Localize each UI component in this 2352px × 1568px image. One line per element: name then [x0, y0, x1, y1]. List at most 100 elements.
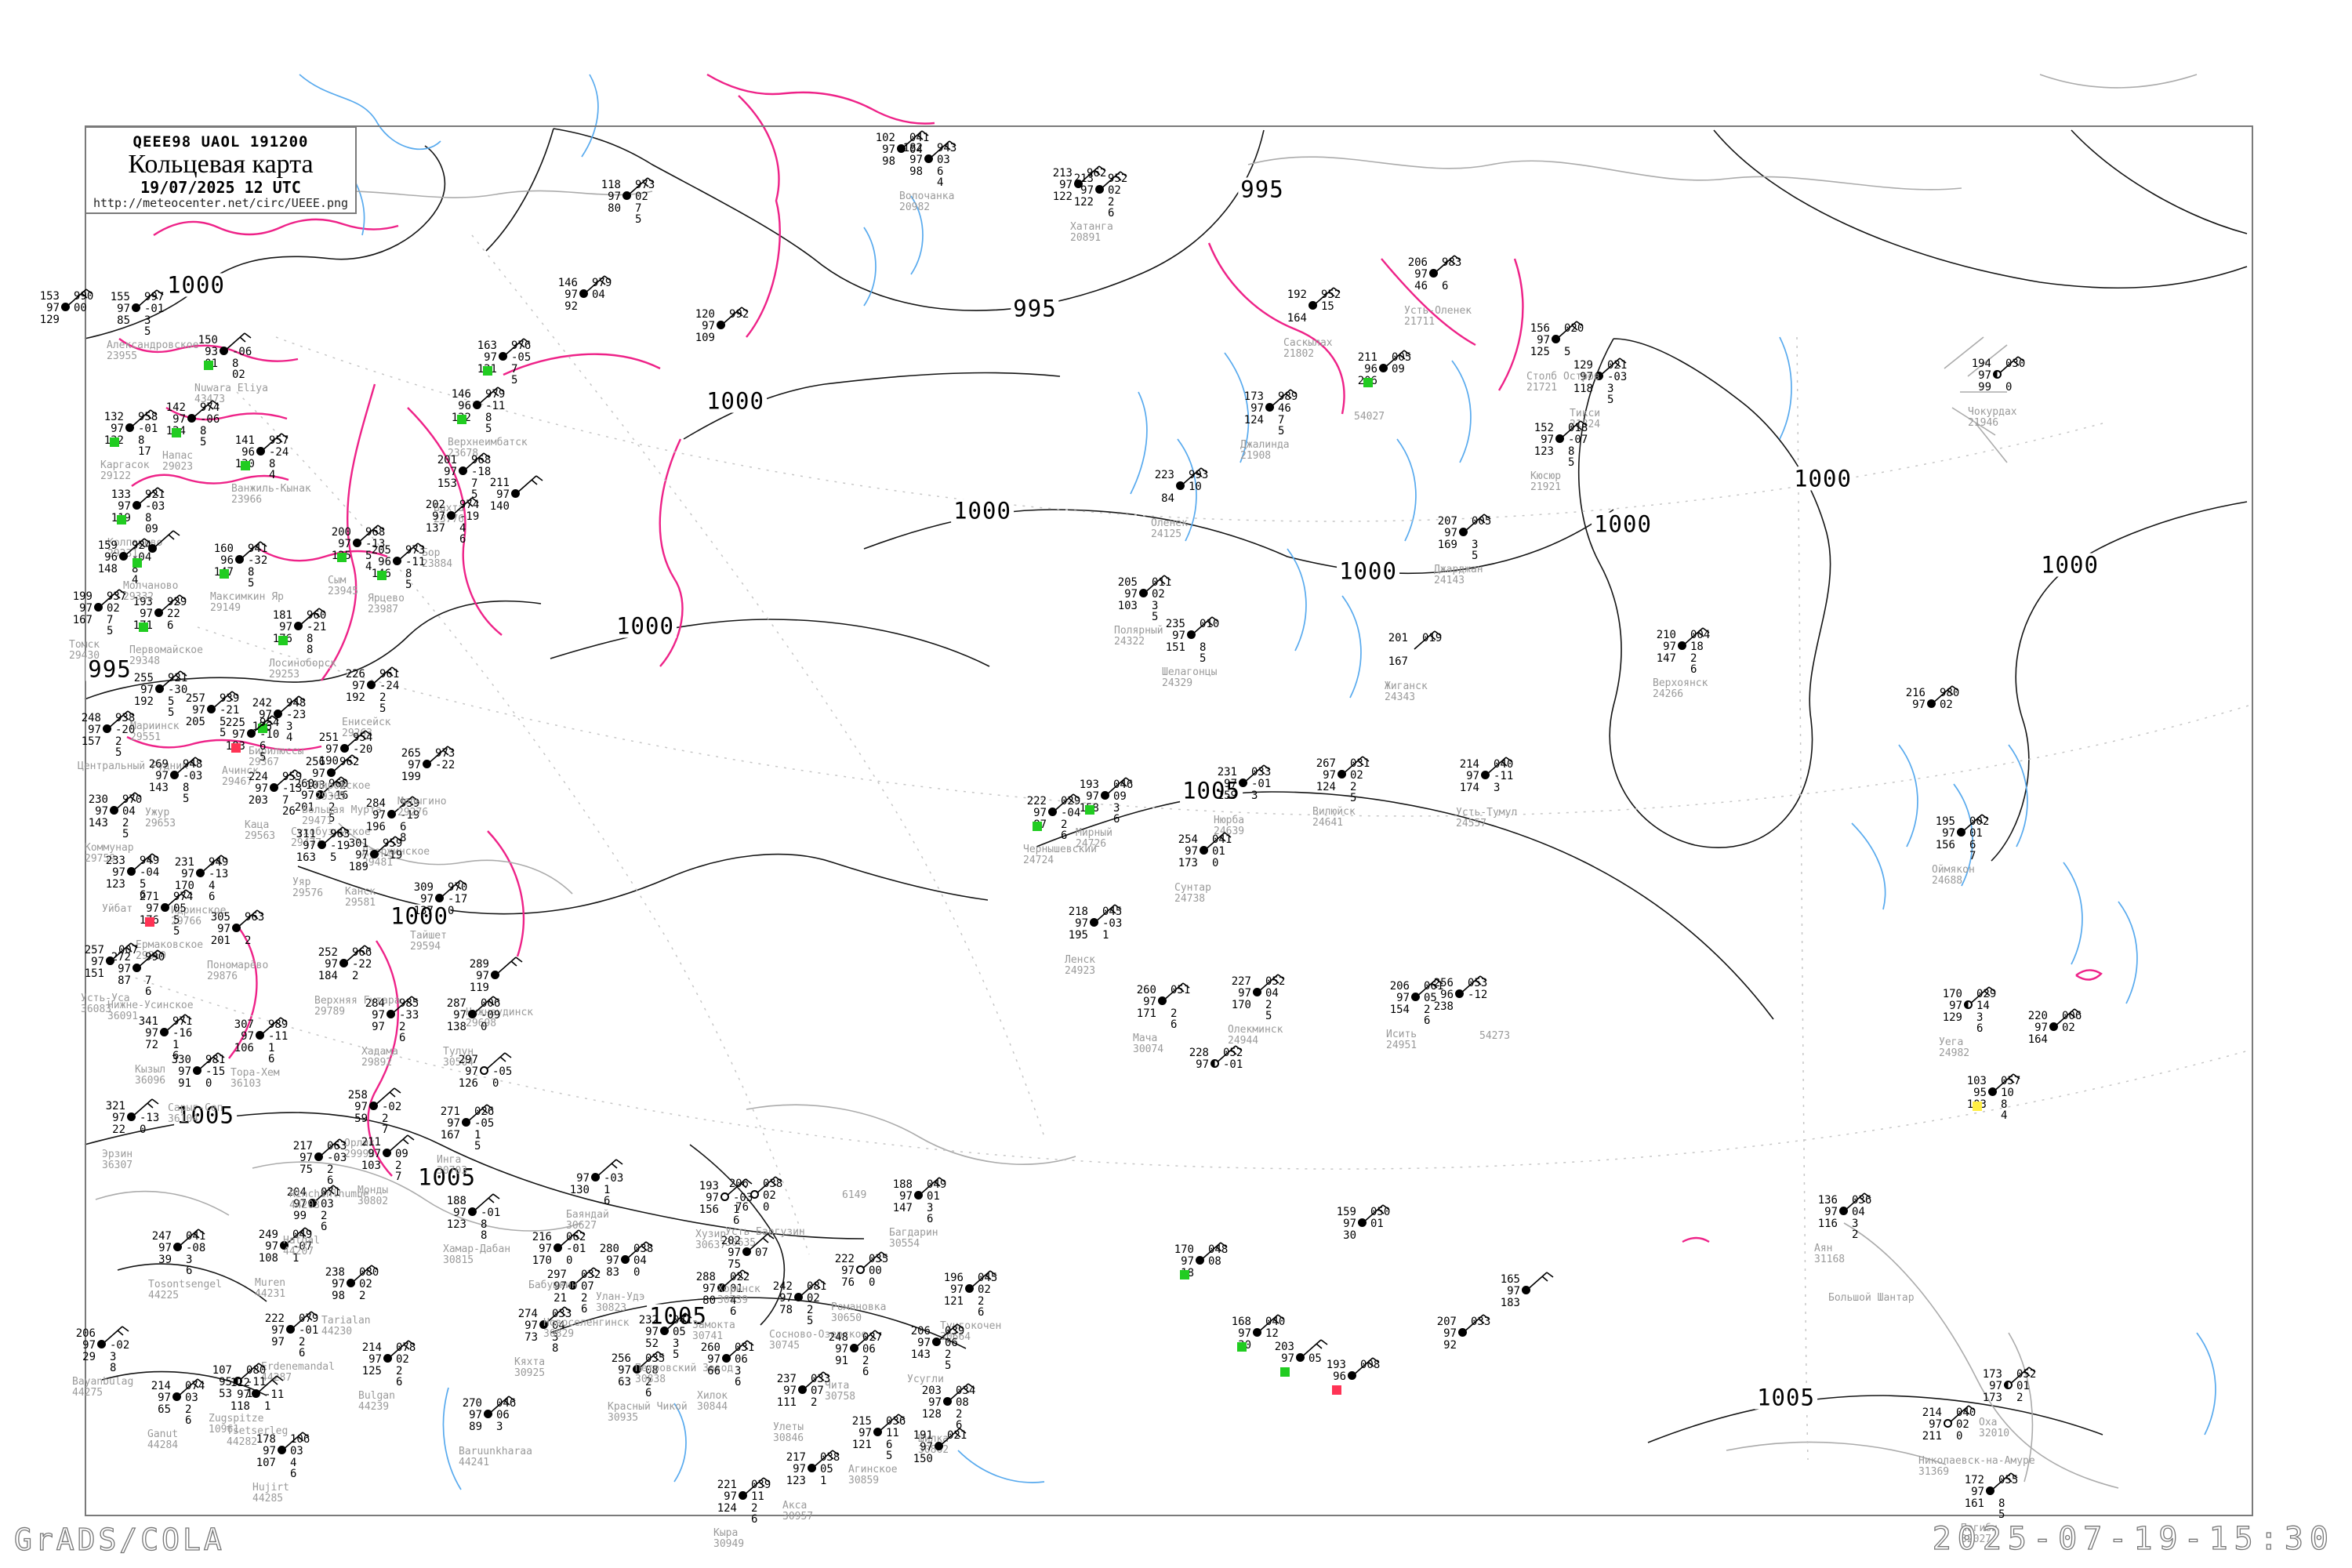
station-humidity: 97 [1929, 1418, 1942, 1431]
station-pressure: 032 [581, 1269, 601, 1281]
station-tendency: -03 [604, 1172, 624, 1185]
station-humidity: 97 [145, 1027, 158, 1040]
station-plot: 199 937 97 02 167 7 5 Томск 29430 [60, 589, 151, 665]
front-line [153, 218, 399, 236]
front-line [228, 924, 258, 1059]
station-cloud-code: 2 [359, 1290, 366, 1302]
station-dewpoint: 30 [1343, 1229, 1356, 1242]
station-circle-icon [468, 1010, 477, 1018]
station-plot: 330 981 97 -15 91 0 Сарыг-Сеп 36104 [158, 1052, 249, 1128]
station-id: 29332 [123, 591, 154, 603]
station-dewpoint: 122 [1052, 191, 1073, 203]
station-humidity: 97 [1663, 641, 1676, 653]
station-plot: 173 989 97 46 124 7 5 Джалинда 21908 [1231, 389, 1322, 465]
station-weather-code: 8 [400, 832, 407, 844]
station-dewpoint: 159 [1217, 789, 1237, 802]
station-name: Первомайское [129, 644, 203, 656]
station-pressure: 011 [1152, 576, 1172, 589]
station-id: 23884 [422, 558, 453, 570]
station-temperature: 103 [1966, 1075, 1987, 1087]
station-tendency: -24 [379, 680, 400, 692]
station-circle-icon [270, 783, 278, 792]
station-temperature: 242 [252, 697, 272, 710]
station-circle-icon [621, 1255, 630, 1264]
station-temperature: 216 [1905, 687, 1926, 699]
station-temperature: 170 [1942, 988, 1962, 1000]
station-cloud-code: 0 [763, 1201, 770, 1214]
station-name: Baruunkharaa [459, 1446, 532, 1457]
station-dewpoint: 167 [1388, 655, 1408, 668]
station-pressure: 038 [820, 1451, 840, 1464]
station-weather-code: 5 [248, 577, 255, 590]
station-dewpoint: 167 [72, 614, 93, 626]
station-circle-icon [717, 321, 725, 329]
station-plot: 265 973 97 -22 199 Молыгино 29276 [388, 746, 479, 822]
station-humidity: 97 [255, 782, 268, 795]
river-line [1130, 391, 1148, 495]
station-dewpoint: 128 [921, 1408, 942, 1421]
station-id: 36103 [230, 1078, 262, 1090]
station-tendency: 10 [2001, 1087, 2014, 1099]
station-dewpoint: 147 [1656, 652, 1676, 665]
station-pressure: 966 [352, 946, 372, 959]
station-id: 29477 [291, 837, 322, 849]
station-plot: 214 040 97 -11 174 3 Усть-Тумул 24557 [1446, 757, 1537, 833]
station-temperature: 155 [110, 291, 130, 303]
station-humidity: 97 [118, 963, 131, 975]
station-name: Молчаново [123, 580, 179, 592]
river-line [1779, 336, 1792, 440]
station-temperature: 255 [133, 672, 154, 684]
station-circle-icon [943, 1397, 952, 1406]
station-circle-icon [739, 1491, 747, 1500]
station-circle-icon [339, 959, 348, 967]
station-humidity: 97 [232, 728, 245, 741]
station-weather-code: 6 [956, 1419, 963, 1432]
station-dewpoint: 121 [851, 1439, 872, 1451]
station-plot: 19392997221716Первомайское29348 [120, 594, 211, 670]
station-circle-icon [1176, 481, 1185, 490]
station-dewpoint: 211 [1922, 1430, 1942, 1443]
station-tendency: -30 [168, 684, 188, 696]
station-dewpoint: 21 [554, 1292, 567, 1305]
station-circle-icon [127, 1112, 136, 1121]
green-status-square-icon [110, 437, 119, 447]
station-name: Нижнеудинск [466, 1007, 534, 1018]
station-id: 24125 [1151, 528, 1182, 540]
station-humidity: 97 [496, 488, 510, 501]
front-line [1207, 242, 1345, 415]
front-line [738, 95, 781, 338]
station-humidity: 97 [368, 1353, 382, 1366]
station-plot: 288 022 97 01 80 4 6 Замокта 30741 [683, 1269, 774, 1345]
station-plot: 297 97 -05 126 0 [445, 1052, 536, 1128]
coastline [1247, 156, 1962, 191]
station-pressure: 943 [937, 142, 957, 154]
station-weather-code: 5 [945, 1359, 952, 1372]
station-name: Бабушкин [528, 1279, 578, 1291]
station-humidity: 97 [1238, 987, 1251, 1000]
station-dewpoint: 123 [786, 1475, 806, 1487]
station-plot: 206 061 97 05 154 2 6 Исить 24951 [1377, 978, 1468, 1054]
station-cloud-code: 8 [183, 782, 190, 794]
station-id: 30758 [825, 1391, 856, 1403]
river-line [2196, 1332, 2216, 1436]
station-cloud-code: 8 [307, 633, 314, 645]
station-humidity: 97 [140, 608, 153, 620]
station-dewpoint: 108 [258, 1252, 278, 1265]
station-tendency: -02 [382, 1101, 402, 1113]
station-plot: 202 97 07 75 Хоринск 30739 [708, 1233, 799, 1309]
station-cloud-code: 8 [1998, 1497, 2005, 1510]
coastline [1726, 1441, 1947, 1465]
station-humidity: 97 [618, 1364, 631, 1377]
station-humidity: 97 [950, 1283, 964, 1296]
station-humidity: 97 [2034, 1022, 2048, 1034]
station-name: Tsetserleg [227, 1425, 289, 1437]
station-pressure: 970 [448, 881, 468, 894]
station-id: 29766 [171, 916, 202, 927]
station-id: 29276 [397, 807, 429, 818]
station-name: Канск [345, 886, 376, 898]
station-humidity: 97 [469, 1409, 482, 1421]
station-plot: Молчаново 29332 [114, 530, 205, 606]
station-humidity: 97 [1942, 827, 1955, 840]
station-temperature: 256 [611, 1352, 631, 1365]
